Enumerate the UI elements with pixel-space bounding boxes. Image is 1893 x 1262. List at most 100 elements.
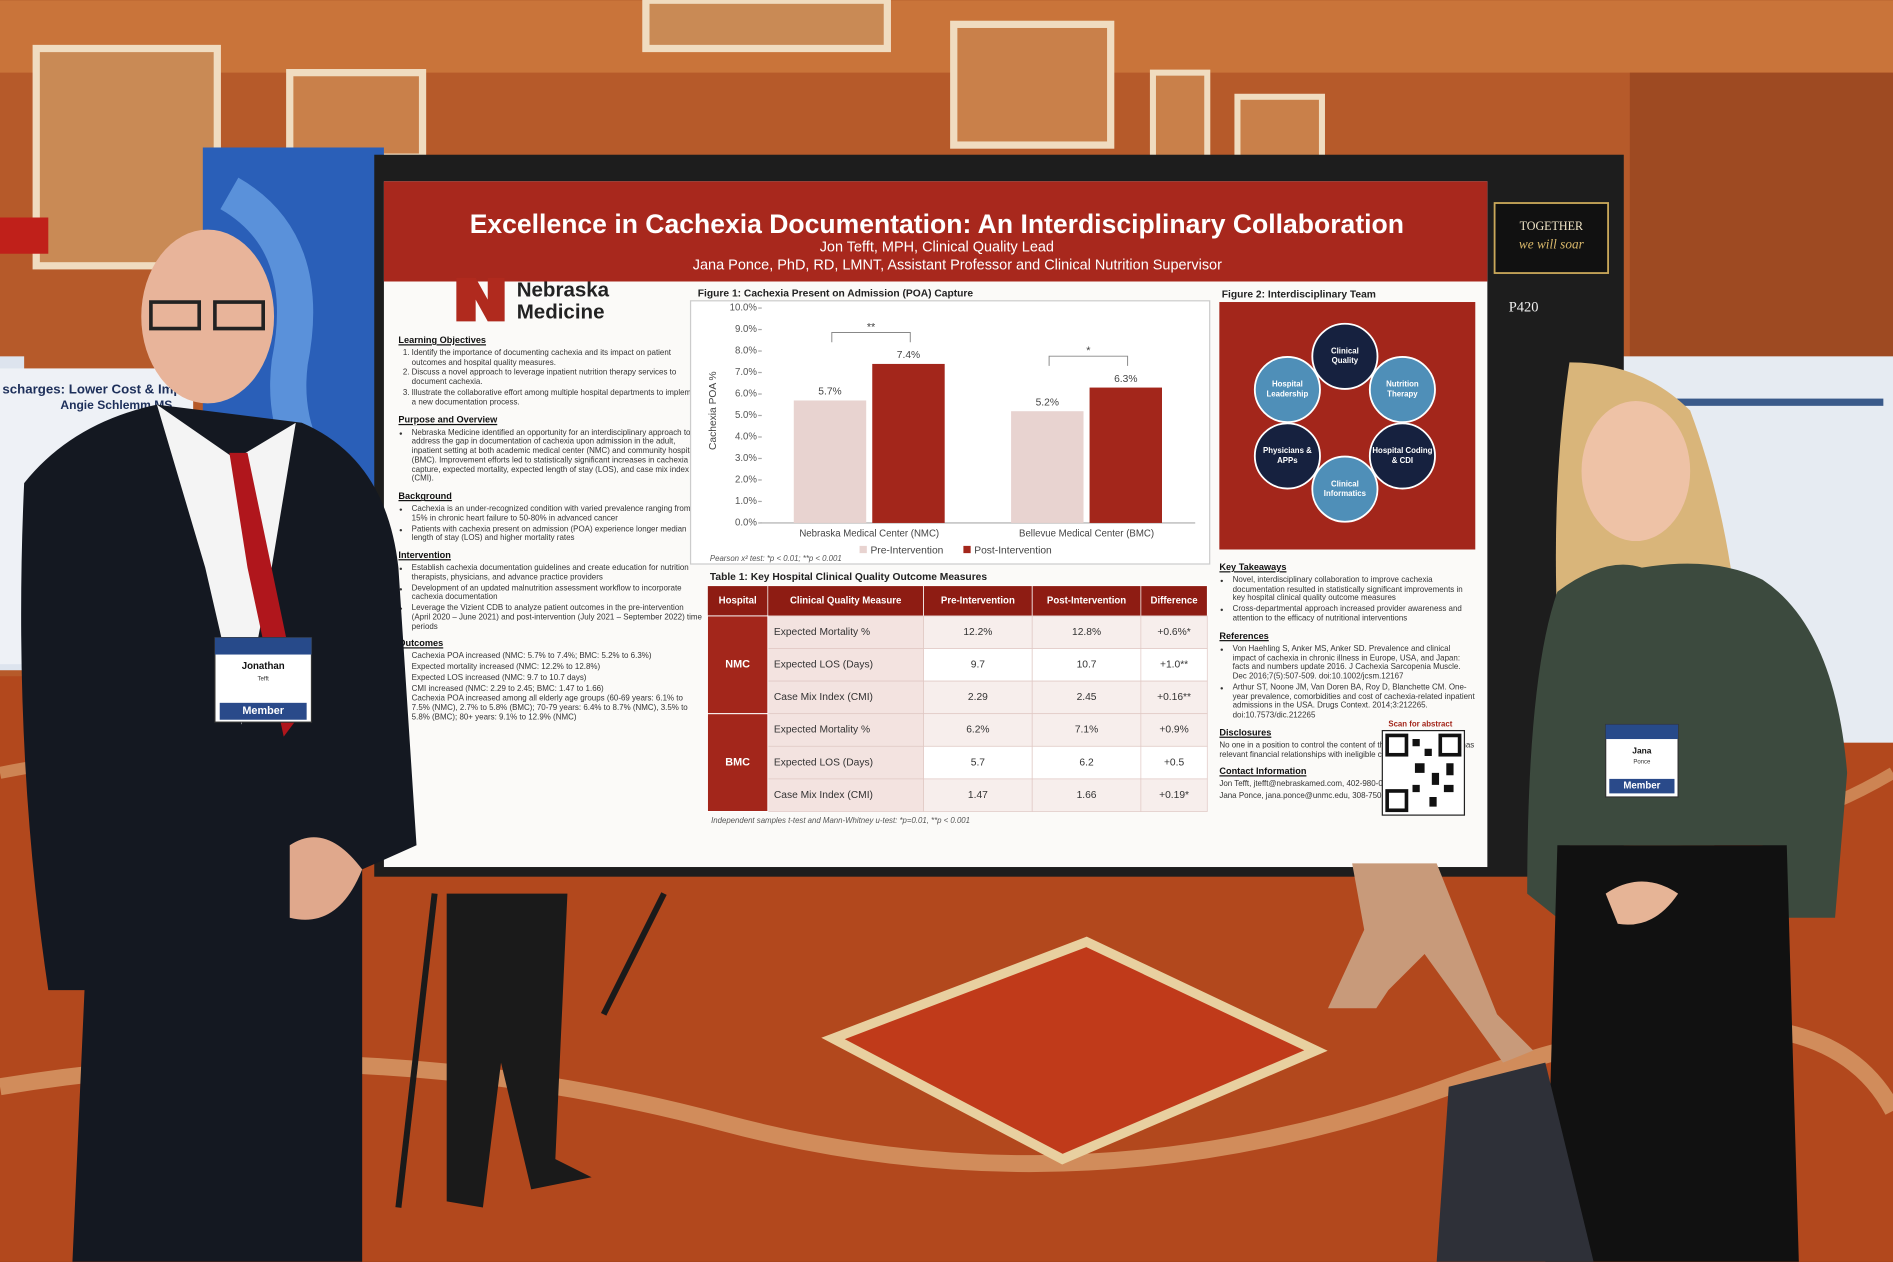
team-node-label: Clinical Quality	[1331, 347, 1359, 366]
header-text: Post-Intervention	[1047, 595, 1126, 606]
cell	[1031, 778, 1142, 812]
badge-name: Tefft	[258, 676, 270, 682]
bar	[1011, 411, 1084, 523]
side-banner-text: we will soar	[1519, 236, 1585, 251]
header-text: Hospital	[719, 595, 757, 606]
legend-label: Post-Intervention	[974, 545, 1052, 556]
man-head	[141, 229, 275, 404]
cell-text: Expected LOS (Days)	[774, 660, 873, 671]
bar	[793, 400, 867, 523]
logo-mark	[456, 277, 505, 322]
badge-header	[214, 637, 312, 655]
bullet-list: Cachexia is an under-recognized conditio…	[398, 505, 702, 544]
side-banner-text: TOGETHER	[1520, 219, 1584, 233]
value-label: 5.7%	[818, 387, 841, 398]
section-heading: Learning Objectives	[398, 334, 487, 346]
y-tick-label: 5.0%	[735, 410, 757, 421]
woman-hands	[1605, 881, 1679, 925]
bullet-list: Identify the importance of documenting c…	[398, 349, 703, 408]
team-node	[1311, 455, 1379, 523]
bullet-item: Leverage the Vizient CDB to analyze pati…	[412, 604, 703, 632]
team-node	[1368, 422, 1436, 490]
cell-text: Case Mix Index (CMI)	[774, 790, 873, 801]
cell-text: 1.66	[1077, 790, 1097, 801]
cell-text: Expected Mortality %	[774, 627, 870, 638]
header-cell	[767, 585, 924, 617]
table-title: Table 1: Key Hospital Clinical Quality O…	[710, 572, 988, 583]
cell	[1031, 615, 1142, 649]
significance-marker: **	[867, 322, 876, 334]
logo-text: Nebraska	[517, 279, 610, 302]
paragraph: Jana Ponce, jana.ponce@unmc.edu, 308-750…	[1219, 792, 1402, 801]
cell-text: +0.19*	[1159, 790, 1189, 801]
cell	[767, 648, 924, 682]
cell-text: 6.2%	[966, 725, 989, 736]
value-label: 6.3%	[1114, 374, 1137, 385]
team-node-label: Hospital Coding & CDI	[1372, 446, 1432, 465]
cell-text: Case Mix Index (CMI)	[774, 692, 873, 703]
side-banner	[1493, 202, 1609, 274]
bullet-item: Novel, interdisciplinary collaboration t…	[1233, 576, 1476, 604]
cell	[1140, 713, 1208, 747]
hospital-text: BMC	[725, 756, 750, 768]
header-text: Difference	[1150, 595, 1198, 606]
bullet-item: Cachexia POA increased among all elderly…	[412, 695, 703, 723]
cell-text: 6.2	[1079, 757, 1094, 768]
board-number: P420	[1509, 299, 1539, 315]
legend-label: Pre-Intervention	[870, 545, 943, 556]
wall-paneling	[1629, 72, 1893, 387]
passerby-legs	[446, 893, 592, 1208]
team-node-label: Nutrition Therapy	[1386, 380, 1419, 399]
badge-tag-text: Member	[242, 705, 284, 717]
y-tick-label: 9.0%	[735, 324, 757, 335]
cell-text: 12.2%	[963, 627, 992, 638]
paragraph: No one in a position to control the cont…	[1219, 741, 1475, 760]
bullet-item: Establish cachexia documentation guideli…	[412, 564, 703, 583]
wall-panel	[32, 44, 221, 270]
cell-text: +0.16**	[1157, 692, 1191, 703]
y-axis-label: Cachexia POA %	[708, 371, 719, 450]
cell-text: 10.7	[1077, 660, 1097, 671]
bullet-item: Development of an updated malnutrition a…	[412, 584, 703, 603]
qr-finder	[1438, 733, 1462, 757]
man-shirt	[156, 404, 296, 725]
x-tick-label: Nebraska Medical Center (NMC)	[799, 528, 939, 539]
table: Hospital Clinical Quality Measure Pre-Inte…	[706, 585, 1208, 812]
cell	[1031, 680, 1142, 715]
bullet-list: Establish cachexia documentation guideli…	[398, 564, 702, 632]
man-glasses	[149, 300, 265, 331]
bullet-item: Von Haehling S, Anker MS, Anker SD. Prev…	[1233, 645, 1476, 683]
section-heading: Purpose and Overview	[398, 413, 498, 425]
team-node	[1368, 356, 1436, 424]
y-tick-label: 7.0%	[735, 367, 757, 378]
neighbor-poster-title: scharges: Lower Cost & Impr	[2, 382, 186, 397]
significance-bracket	[1048, 355, 1129, 366]
ceiling-trim	[0, 0, 1893, 73]
bag	[1436, 1062, 1594, 1262]
bullet-item: Identify the importance of documenting c…	[412, 349, 703, 368]
figure-title: Figure 1: Cachexia Present on Admission …	[698, 288, 974, 299]
cell	[1140, 745, 1208, 780]
bullet-item: Cross-departmental approach increased pr…	[1233, 605, 1476, 624]
right-column: Key Takeaways Novel, interdisciplinary co…	[1219, 556, 1475, 816]
wall-panel	[286, 69, 427, 161]
woman-head	[1581, 401, 1691, 542]
cell-text: 1.47	[968, 790, 988, 801]
logo-text: Medicine	[517, 300, 605, 323]
cell-text: 2.45	[1077, 692, 1097, 703]
cell-text: 7.1%	[1075, 725, 1098, 736]
bullet-item: Arthur ST, Noone JM, Van Doren BA, Roy D…	[1233, 683, 1476, 721]
team-node-label: Hospital Leadership	[1267, 380, 1309, 399]
section-heading: References	[1219, 630, 1269, 641]
section-heading: Contact Information	[1219, 766, 1307, 777]
cell-text: +0.5	[1164, 757, 1185, 768]
badge-tag	[1609, 778, 1675, 794]
wall-panel	[642, 0, 891, 53]
qr-finder	[1385, 789, 1409, 813]
value-label: 5.2%	[1036, 397, 1059, 408]
bullet-list: Von Haehling S, Anker MS, Anker SD. Prev…	[1219, 645, 1475, 721]
team-node	[1253, 356, 1321, 424]
header-text: Clinical Quality Measure	[790, 595, 902, 606]
qr-modules	[1412, 739, 1454, 807]
